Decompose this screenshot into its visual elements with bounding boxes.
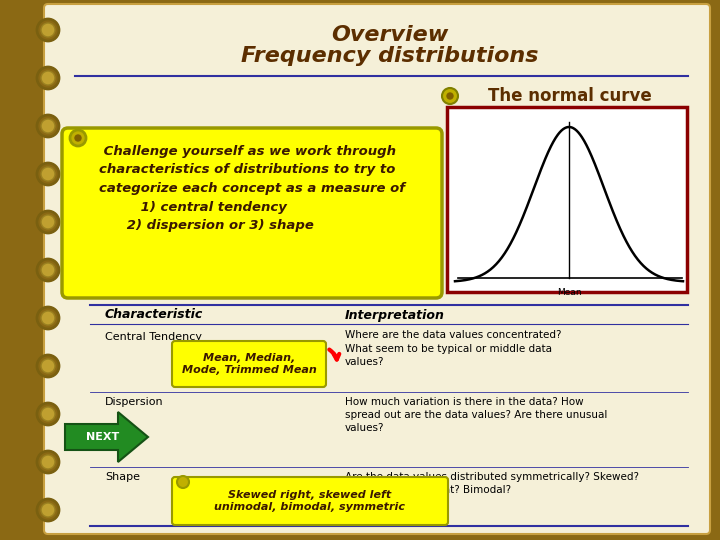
- Circle shape: [41, 503, 55, 517]
- Circle shape: [41, 167, 55, 181]
- FancyBboxPatch shape: [172, 341, 326, 387]
- Text: How much variation is there in the data? How
spread out are the data values? Are: How much variation is there in the data?…: [345, 397, 608, 434]
- Circle shape: [41, 407, 55, 421]
- Circle shape: [41, 455, 55, 469]
- Circle shape: [41, 311, 55, 325]
- Circle shape: [37, 451, 59, 473]
- Polygon shape: [65, 412, 148, 462]
- Circle shape: [37, 259, 59, 281]
- Circle shape: [37, 211, 59, 233]
- Text: The normal curve: The normal curve: [488, 87, 652, 105]
- Circle shape: [37, 355, 59, 377]
- Circle shape: [37, 163, 59, 185]
- Text: Are the data values distributed symmetrically? Skewed?
Sharply peaked? Flat? Bim: Are the data values distributed symmetri…: [345, 472, 639, 495]
- FancyBboxPatch shape: [44, 4, 710, 534]
- Circle shape: [37, 19, 59, 41]
- Circle shape: [41, 71, 55, 85]
- Circle shape: [37, 403, 59, 425]
- Text: Central Tendency: Central Tendency: [105, 332, 202, 342]
- Text: Challenge yourself as we work through
characteristics of distributions to try to: Challenge yourself as we work through ch…: [99, 145, 405, 232]
- Text: Overview: Overview: [331, 25, 449, 45]
- Text: Dispersion: Dispersion: [105, 397, 163, 407]
- Circle shape: [37, 115, 59, 137]
- Circle shape: [41, 263, 55, 277]
- Circle shape: [41, 359, 55, 373]
- FancyBboxPatch shape: [447, 107, 687, 292]
- Text: Skewed right, skewed left
unimodal, bimodal, symmetric: Skewed right, skewed left unimodal, bimo…: [215, 490, 405, 512]
- Text: Interpretation: Interpretation: [345, 308, 445, 321]
- Text: Mean: Mean: [557, 288, 581, 297]
- Text: Frequency distributions: Frequency distributions: [241, 46, 539, 66]
- Text: Characteristic: Characteristic: [105, 308, 203, 321]
- Circle shape: [41, 215, 55, 229]
- Circle shape: [75, 135, 81, 141]
- Circle shape: [41, 23, 55, 37]
- FancyBboxPatch shape: [172, 477, 448, 525]
- Circle shape: [447, 93, 453, 99]
- Circle shape: [37, 499, 59, 521]
- Text: Shape: Shape: [105, 472, 140, 482]
- Text: NEXT: NEXT: [86, 432, 120, 442]
- Circle shape: [442, 88, 458, 104]
- FancyBboxPatch shape: [62, 128, 442, 298]
- Text: Where are the data values concentrated?
What seem to be typical or middle data
v: Where are the data values concentrated? …: [345, 330, 562, 367]
- Circle shape: [41, 119, 55, 133]
- Circle shape: [70, 130, 86, 146]
- Circle shape: [37, 67, 59, 89]
- Circle shape: [37, 307, 59, 329]
- Text: Mean, Median,
Mode, Trimmed Mean: Mean, Median, Mode, Trimmed Mean: [181, 353, 316, 375]
- Circle shape: [177, 476, 189, 488]
